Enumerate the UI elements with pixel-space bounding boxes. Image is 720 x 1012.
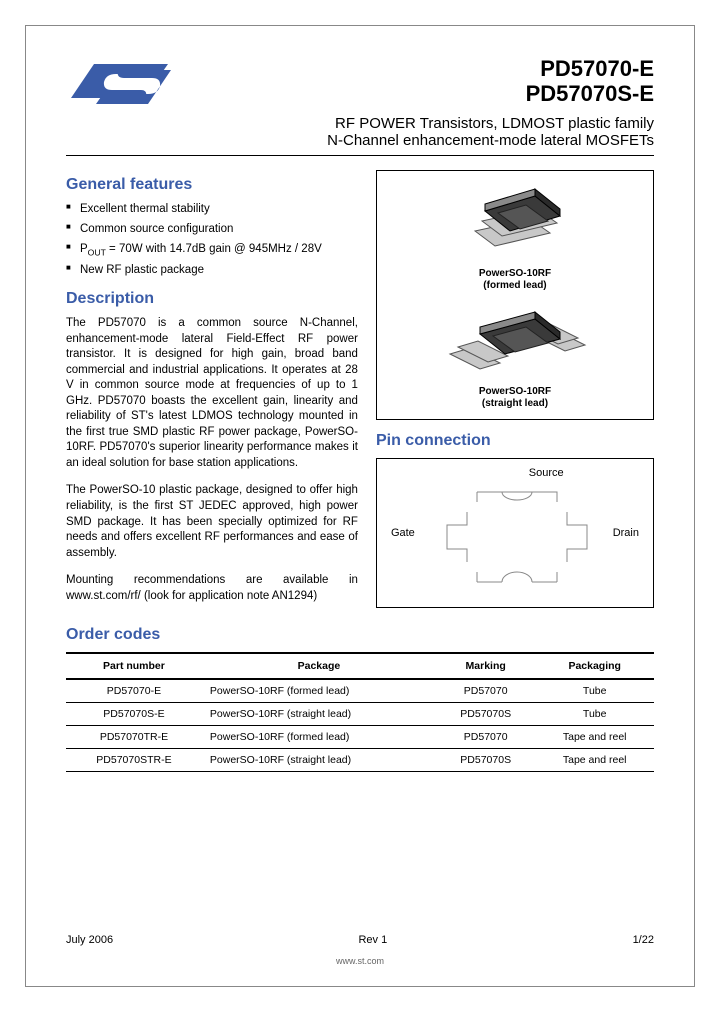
package-1-label: PowerSO-10RF(formed lead) [387, 268, 643, 291]
table-cell: PowerSO-10RF (formed lead) [202, 726, 436, 749]
table-cell: PD57070 [436, 679, 535, 703]
col-header: Package [202, 653, 436, 679]
table-row: PD57070-EPowerSO-10RF (formed lead)PD570… [66, 679, 654, 703]
table-cell: PD57070S [436, 703, 535, 726]
footer-date: July 2006 [66, 934, 113, 946]
table-cell: PD57070-E [66, 679, 202, 703]
footer-page: 1/22 [633, 934, 654, 946]
description-heading: Description [66, 290, 358, 308]
right-column: PowerSO-10RF(formed lead) [376, 170, 654, 616]
table-cell: PowerSO-10RF (straight lead) [202, 749, 436, 772]
pin-heading: Pin connection [376, 432, 654, 450]
table-cell: PD57070 [436, 726, 535, 749]
part-number-block: PD57070-E PD57070S-E [526, 56, 654, 107]
pin-diagram-box: Source Gate Drain [376, 458, 654, 608]
table-cell: PD57070S-E [66, 703, 202, 726]
chip-straight-lead-icon [440, 299, 590, 379]
table-cell: PD57070TR-E [66, 726, 202, 749]
table-cell: PowerSO-10RF (straight lead) [202, 703, 436, 726]
left-column: General features Excellent thermal stabi… [66, 170, 358, 616]
part-number-1: PD57070-E [526, 56, 654, 81]
col-header: Packaging [535, 653, 654, 679]
part-number-2: PD57070S-E [526, 81, 654, 106]
table-cell: PD57070S [436, 749, 535, 772]
table-cell: PowerSO-10RF (formed lead) [202, 679, 436, 703]
st-logo [66, 56, 176, 111]
subtitle-1: RF POWER Transistors, LDMOST plastic fam… [66, 115, 654, 132]
col-header: Marking [436, 653, 535, 679]
package-item-2: PowerSO-10RF(straight lead) [387, 299, 643, 409]
feature-item: Common source configuration [66, 222, 358, 237]
order-codes-table: Part number Package Marking Packaging PD… [66, 652, 654, 772]
feature-item: POUT = 70W with 14.7dB gain @ 945MHz / 2… [66, 242, 358, 259]
pin-outline-icon [437, 487, 597, 587]
table-cell: Tape and reel [535, 749, 654, 772]
table-row: PD57070TR-EPowerSO-10RF (formed lead)PD5… [66, 726, 654, 749]
feature-item: Excellent thermal stability [66, 202, 358, 217]
header-row: PD57070-E PD57070S-E [66, 56, 654, 111]
page-footer: July 2006 Rev 1 1/22 www.st.com [66, 934, 654, 966]
subtitle-2: N-Channel enhancement-mode lateral MOSFE… [66, 132, 654, 149]
two-column-layout: General features Excellent thermal stabi… [66, 170, 654, 616]
chip-formed-lead-icon [450, 181, 580, 261]
order-codes-heading: Order codes [66, 626, 654, 644]
feature-item: New RF plastic package [66, 263, 358, 278]
table-body: PD57070-EPowerSO-10RF (formed lead)PD570… [66, 679, 654, 772]
features-list: Excellent thermal stability Common sourc… [66, 202, 358, 278]
pin-drain-label: Drain [613, 527, 639, 539]
footer-url: www.st.com [66, 956, 654, 966]
subtitle-block: RF POWER Transistors, LDMOST plastic fam… [66, 115, 654, 149]
footer-rev: Rev 1 [358, 934, 387, 946]
package-images-box: PowerSO-10RF(formed lead) [376, 170, 654, 420]
table-cell: Tape and reel [535, 726, 654, 749]
col-header: Part number [66, 653, 202, 679]
header-divider [66, 155, 654, 156]
table-header-row: Part number Package Marking Packaging [66, 653, 654, 679]
package-item-1: PowerSO-10RF(formed lead) [387, 181, 643, 291]
table-cell: Tube [535, 679, 654, 703]
datasheet-page: PD57070-E PD57070S-E RF POWER Transistor… [25, 25, 695, 987]
table-row: PD57070STR-EPowerSO-10RF (straight lead)… [66, 749, 654, 772]
features-heading: General features [66, 176, 358, 194]
description-para-2: The PowerSO-10 plastic package, designed… [66, 483, 358, 561]
pin-source-label: Source [529, 467, 564, 479]
description-para-3: Mounting recommendations are available i… [66, 573, 358, 604]
pin-gate-label: Gate [391, 527, 415, 539]
description-para-1: The PD57070 is a common source N-Channel… [66, 316, 358, 471]
table-cell: Tube [535, 703, 654, 726]
table-row: PD57070S-EPowerSO-10RF (straight lead)PD… [66, 703, 654, 726]
table-cell: PD57070STR-E [66, 749, 202, 772]
package-2-label: PowerSO-10RF(straight lead) [387, 386, 643, 409]
